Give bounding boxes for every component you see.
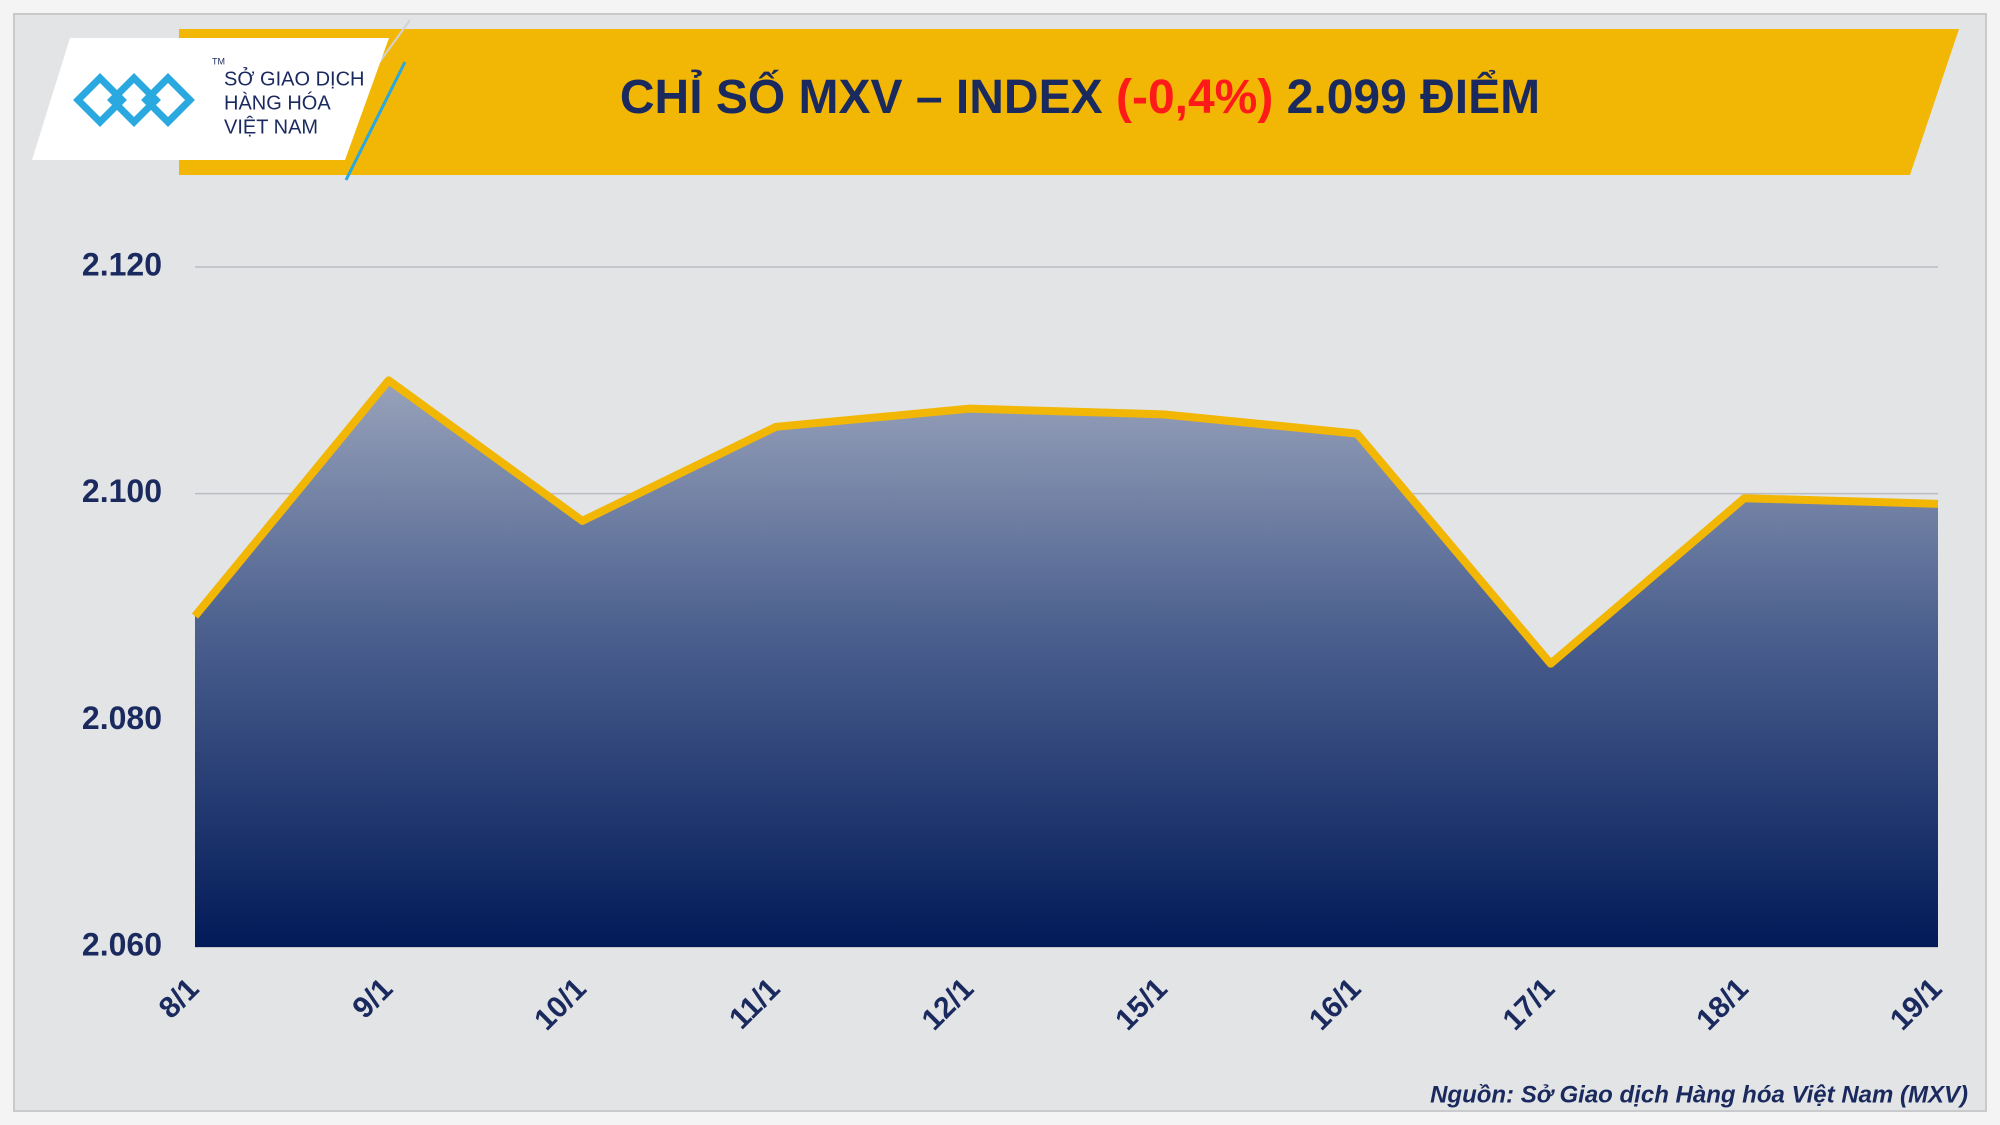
title-part: CHỈ SỐ MXV – INDEX <box>620 69 1116 124</box>
y-tick-label: 2.120 <box>82 246 162 282</box>
line <box>191 376 1939 668</box>
title-change: (-0,4%) <box>1116 71 1273 124</box>
logo-icon <box>73 73 195 127</box>
logo-text: VIỆT NAM <box>224 115 318 138</box>
y-tick-label: 2.080 <box>82 700 162 736</box>
logo-box <box>32 38 389 160</box>
title-part: 2.099 ĐIỂM <box>1273 70 1540 124</box>
source: Nguồn: Sở Giao dịch Hàng hóa Việt Nam (M… <box>1430 1081 1968 1108</box>
accent-line <box>344 61 407 181</box>
chart-title: CHỈ SỐ MXV – INDEX (-0,4%) 2.099 ĐIỂM <box>620 69 1540 124</box>
area <box>195 380 1938 947</box>
header-bar <box>179 29 1959 175</box>
y-tick-label: 2.100 <box>82 473 162 509</box>
logo-tm: TM <box>212 56 225 66</box>
logo-text: SỞ GIAO DỊCH <box>224 66 365 90</box>
logo-text: HÀNG HÓA <box>224 91 331 114</box>
y-tick-label: 2.060 <box>82 926 162 962</box>
